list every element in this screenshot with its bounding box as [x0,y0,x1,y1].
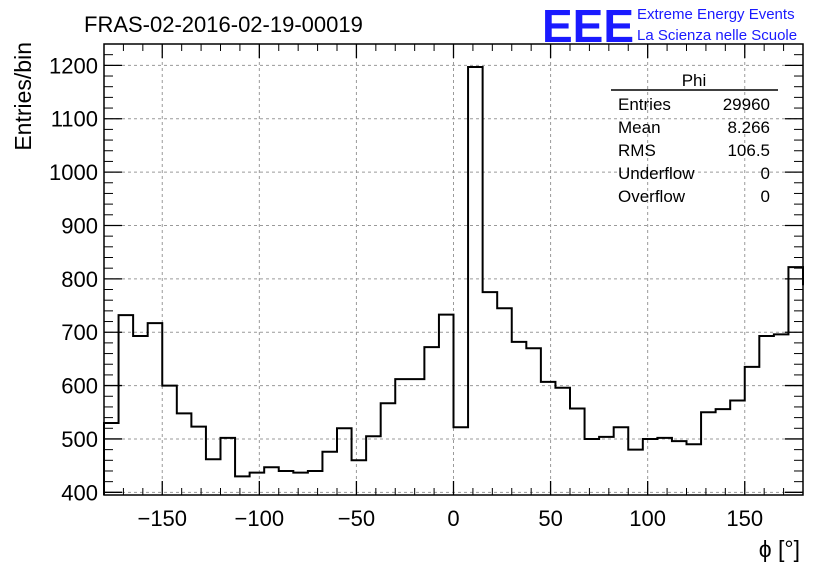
histogram-bin-3 [148,323,163,495]
histogram-bin-21 [410,379,425,495]
histogram-bin-47 [788,267,803,495]
eee-logo-line1: Extreme Energy Events [637,6,795,23]
axis-ticks [104,43,803,495]
stats-label-underflow: Underflow [618,164,695,183]
x-tick-label-3: 0 [447,506,459,531]
histogram-bin-17 [352,460,367,495]
y-tick-label-1: 500 [61,427,98,452]
y-tick-label-6: 1000 [49,160,98,185]
y-tick-label-0: 400 [61,480,98,505]
histogram-bin-44 [745,367,760,495]
histogram-bin-6 [191,427,206,495]
stats-value-underflow: 0 [761,164,770,183]
y-tick-label-7: 1100 [51,107,98,132]
histogram-bin-9 [235,476,250,495]
histogram-bin-0 [104,423,119,495]
histogram-bin-18 [366,436,381,495]
histogram-bin-16 [337,428,352,495]
histogram-bin-15 [322,452,337,495]
stats-label-entries: Entries [618,95,671,114]
histogram-bin-42 [716,409,731,495]
y-tick-label-5: 900 [61,213,98,238]
histogram-bin-29 [526,348,541,495]
histogram-bin-13 [293,473,308,495]
histogram-bin-31 [555,388,570,495]
x-tick-label-2: −50 [338,506,375,531]
histogram-bin-24 [454,427,469,495]
stats-box: Phi Entries 29960 Mean 8.266 RMS 106.5 Underfl… [611,71,778,206]
histogram-bin-28 [512,342,527,495]
y-tick-label-8: 1200 [49,53,98,78]
histogram-bin-27 [497,308,512,495]
histogram-bin-41 [701,412,716,495]
histogram-bin-37 [643,439,658,495]
histogram-bin-14 [308,471,323,495]
histogram-bin-12 [279,471,294,495]
histogram-bin-35 [614,427,629,495]
histogram-bin-46 [774,334,789,495]
histogram-bin-40 [687,444,702,495]
histogram-bin-1 [119,315,134,495]
stats-value-rms: 106.5 [727,141,770,160]
histogram-bin-7 [206,459,221,495]
histogram-bin-23 [439,315,454,495]
stats-box-title: Phi [682,71,707,90]
stats-label-mean: Mean [618,118,661,137]
histogram-bin-36 [628,450,643,495]
histogram-bin-30 [541,382,556,495]
histogram-bin-33 [585,439,600,495]
histogram-bin-11 [264,467,279,495]
x-tick-label-0: −150 [137,506,187,531]
y-tick-label-2: 600 [61,374,98,399]
histogram-bin-45 [759,336,774,495]
y-tick-label-4: 800 [61,267,98,292]
x-tick-label-6: 150 [726,506,763,531]
stats-value-overflow: 0 [761,187,770,206]
y-axis-label: Entries/bin [10,42,36,151]
eee-logo-line2: La Scienza nelle Scuole [637,27,797,44]
stats-label-overflow: Overflow [618,187,686,206]
histogram-bin-19 [381,403,396,495]
histogram-bin-22 [424,347,439,495]
x-tick-label-1: −100 [235,506,285,531]
y-tick-labels: 400 500 600 700 800 900 1000 1100 1200 [49,53,98,505]
histogram-bin-8 [221,438,236,495]
histogram-bin-25 [468,67,483,495]
chart-title: FRAS-02-2016-02-19-00019 [84,12,363,37]
histogram-bin-4 [162,386,177,495]
histogram-bin-39 [672,441,687,495]
histogram-bin-5 [177,413,192,495]
x-tick-label-4: 50 [538,506,562,531]
stats-value-mean: 8.266 [727,118,770,137]
histogram-bin-38 [657,438,672,495]
histogram-bin-43 [730,401,745,495]
x-tick-labels: −150 −100 −50 0 50 100 150 [137,506,763,531]
eee-logo: EEE Extreme Energy Events La Scienza nel… [542,0,797,52]
histogram-bin-34 [599,437,614,495]
histogram-line [103,65,804,495]
y-tick-label-3: 700 [61,320,98,345]
histogram-bin-32 [570,409,585,495]
stats-label-rms: RMS [618,141,656,160]
stats-value-entries: 29960 [723,95,770,114]
histogram-bin-20 [395,379,410,495]
histogram-bin-2 [133,336,148,495]
histogram-bin-26 [483,292,498,495]
x-tick-label-5: 100 [629,506,666,531]
histogram-bin-10 [250,473,265,495]
x-axis-label: ϕ [°] [759,536,800,562]
